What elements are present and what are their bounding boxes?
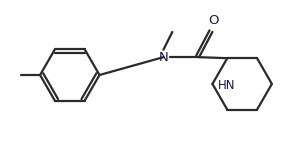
Text: HN: HN [218,79,235,92]
Text: O: O [209,14,219,27]
Text: N: N [159,51,168,64]
